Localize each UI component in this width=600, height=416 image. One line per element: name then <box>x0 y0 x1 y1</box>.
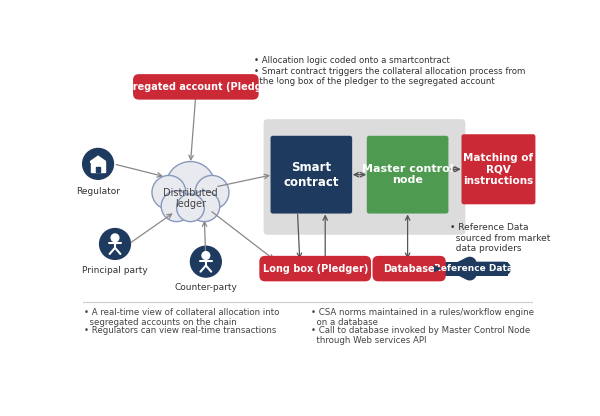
Text: Long box (Pledger): Long box (Pledger) <box>263 264 368 274</box>
Circle shape <box>83 149 113 179</box>
FancyBboxPatch shape <box>133 74 259 99</box>
Circle shape <box>100 228 130 259</box>
Text: • Reference Data
  sourced from market
  data providers: • Reference Data sourced from market dat… <box>450 223 550 253</box>
FancyBboxPatch shape <box>263 119 466 235</box>
Circle shape <box>189 191 220 222</box>
Circle shape <box>195 176 229 209</box>
FancyBboxPatch shape <box>271 136 352 213</box>
Text: Regulator: Regulator <box>76 187 120 196</box>
Text: Matching of
RQV
instructions: Matching of RQV instructions <box>463 153 533 186</box>
Bar <box>91 161 105 172</box>
Text: • Call to database invoked by Master Control Node
  through Web services API: • Call to database invoked by Master Con… <box>311 326 530 345</box>
Text: Counter-party: Counter-party <box>175 283 237 292</box>
FancyBboxPatch shape <box>367 136 448 213</box>
Circle shape <box>111 234 119 242</box>
Text: Segregated account (Pledgee): Segregated account (Pledgee) <box>112 82 280 92</box>
Text: • CSA norms maintained in a rules/workflow engine
  on a database: • CSA norms maintained in a rules/workfl… <box>311 308 535 327</box>
FancyBboxPatch shape <box>439 262 508 275</box>
Text: Reference Data: Reference Data <box>434 264 514 273</box>
Circle shape <box>176 194 205 222</box>
FancyBboxPatch shape <box>373 256 446 281</box>
Circle shape <box>190 246 221 277</box>
Text: Master control
node: Master control node <box>362 164 454 186</box>
Text: Distributed
ledger: Distributed ledger <box>163 188 218 209</box>
Polygon shape <box>91 156 106 161</box>
Text: • Smart contract triggers the collateral allocation process from
  the long box : • Smart contract triggers the collateral… <box>254 67 525 86</box>
Text: Principal party: Principal party <box>82 265 148 275</box>
Circle shape <box>202 252 210 259</box>
Text: Database: Database <box>383 264 435 274</box>
Circle shape <box>152 176 186 209</box>
Text: • Allocation logic coded onto a smartcontract: • Allocation logic coded onto a smartcon… <box>254 56 449 65</box>
Bar <box>96 167 100 172</box>
Circle shape <box>161 191 192 222</box>
FancyBboxPatch shape <box>259 256 371 281</box>
FancyBboxPatch shape <box>461 134 535 204</box>
Text: Smart
contract: Smart contract <box>284 161 339 189</box>
Text: • A real-time view of collateral allocation into
  segregated accounts on the ch: • A real-time view of collateral allocat… <box>84 308 280 327</box>
Text: • Regulators can view real-time transactions: • Regulators can view real-time transact… <box>84 326 277 334</box>
Circle shape <box>166 161 215 211</box>
